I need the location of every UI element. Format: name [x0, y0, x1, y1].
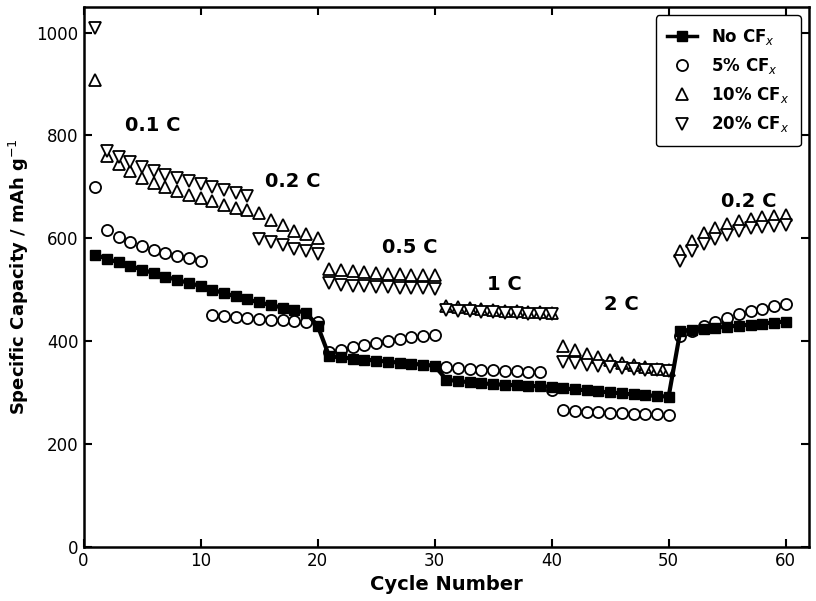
Text: 0.1 C: 0.1 C [125, 115, 180, 135]
X-axis label: Cycle Number: Cycle Number [370, 575, 523, 594]
Text: 0.5 C: 0.5 C [382, 238, 437, 257]
Text: 0.2 C: 0.2 C [265, 172, 321, 191]
Legend: No CF$_x$, 5% CF$_x$, 10% CF$_x$, 20% CF$_x$: No CF$_x$, 5% CF$_x$, 10% CF$_x$, 20% CF… [656, 15, 800, 146]
Text: 0.2 C: 0.2 C [721, 192, 777, 211]
Y-axis label: Specific Capacity / mAh g$^{-1}$: Specific Capacity / mAh g$^{-1}$ [7, 138, 31, 415]
Text: 1 C: 1 C [487, 275, 522, 294]
Text: 2 C: 2 C [605, 294, 639, 314]
